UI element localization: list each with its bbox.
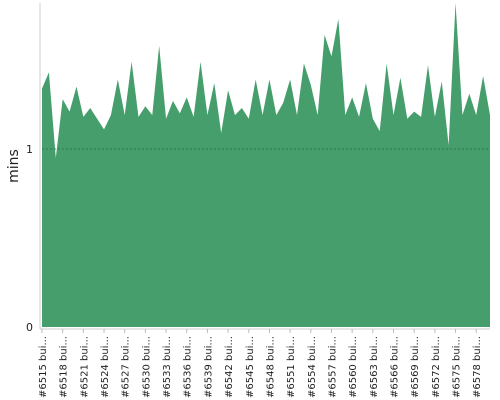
x-tick-label: #6575 bui...	[452, 336, 463, 398]
x-tick-label: #6545 bui...	[245, 336, 256, 398]
x-tick-label: #6515 bui...	[38, 336, 49, 398]
area	[42, 3, 490, 327]
x-tick-label: #6566 bui...	[390, 336, 401, 398]
x-tick-label: #6518 bui...	[59, 336, 70, 398]
x-tick-label: #6572 bui...	[431, 336, 442, 398]
x-tick-label: #6551 bui...	[286, 336, 297, 398]
x-tick-label: #6563 bui...	[369, 336, 380, 398]
x-tick-label: #6527 bui...	[121, 336, 132, 398]
y-tick-label: 0	[26, 321, 33, 334]
x-tick-label: #6542 bui...	[224, 336, 235, 398]
x-tick-label: #6554 bui...	[307, 336, 318, 398]
x-tick-label: #6533 bui...	[162, 336, 173, 398]
x-tick-label: #6557 bui...	[327, 336, 338, 398]
x-tick-label: #6521 bui...	[79, 336, 90, 398]
x-tick-label: #6569 bui...	[410, 336, 421, 398]
x-tick-label: #6530 bui...	[141, 336, 152, 398]
x-tick-label: #6539 bui...	[203, 336, 214, 398]
y-tick-label: 1	[26, 143, 33, 156]
x-tick-label: #6560 bui...	[348, 336, 359, 398]
x-tick-label: #6578 bui...	[472, 336, 483, 398]
x-tick-label: #6524 bui...	[100, 336, 111, 398]
x-tick-label: #6536 bui...	[183, 336, 194, 398]
y-axis-label: mins	[6, 149, 22, 183]
x-tick-label: #6548 bui...	[265, 336, 276, 398]
